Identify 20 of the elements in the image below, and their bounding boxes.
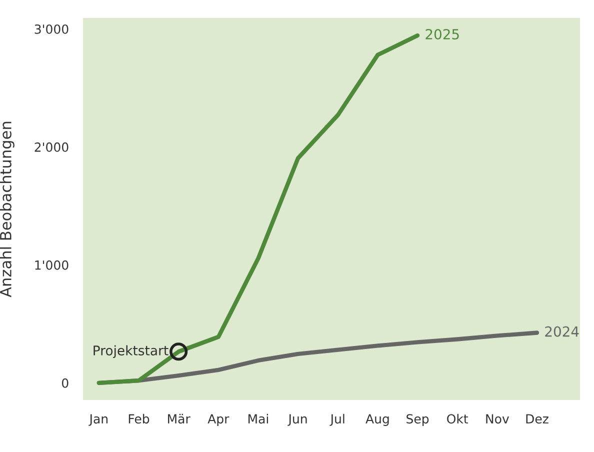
y-tick-label: 2'000 — [34, 142, 68, 152]
series-label: 2024 — [545, 326, 579, 337]
x-tick-label: Mär — [168, 414, 190, 424]
x-tick-label: Nov — [486, 414, 509, 424]
series-label: 2025 — [426, 28, 459, 40]
y-axis-title: Anzahl Beobachtungen — [0, 122, 14, 298]
x-tick-label: Mai — [248, 414, 268, 424]
x-tick-label: Jul — [330, 414, 344, 426]
x-tick-label: Sep — [406, 414, 429, 426]
x-tick-label: Jun — [288, 414, 307, 426]
y-tick-label: 0 — [62, 378, 68, 388]
x-tick-label: Jan — [88, 414, 108, 426]
x-tick-label: Okt — [447, 414, 468, 424]
y-tick-label: 3'000 — [34, 24, 68, 34]
y-tick-label: 1'000 — [35, 260, 68, 270]
annotation: Projektstart — [94, 345, 168, 358]
x-tick-label: Dez — [526, 414, 548, 424]
x-tick-label: Apr — [208, 414, 230, 426]
x-tick-label: Aug — [366, 414, 389, 426]
x-tick-label: Feb — [128, 414, 150, 424]
